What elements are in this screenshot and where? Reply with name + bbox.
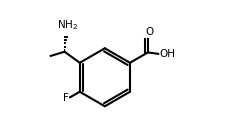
Text: F: F — [63, 93, 69, 103]
Text: OH: OH — [159, 49, 175, 59]
Text: NH$_2$: NH$_2$ — [57, 19, 78, 32]
Text: O: O — [145, 27, 153, 37]
